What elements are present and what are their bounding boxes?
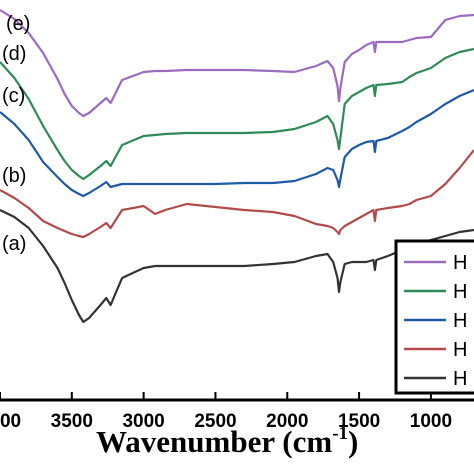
x-axis-title-exponent: -1 <box>332 423 348 444</box>
x-axis-title-close: ) <box>348 424 358 459</box>
x-axis-title: Wavenumber (cm-1) <box>96 423 358 459</box>
x-tick-label-5: 1500 <box>338 411 380 432</box>
series-labels: (e) (d) (c) (b) (a) <box>2 13 30 255</box>
x-tick-label-3: 2500 <box>194 411 236 432</box>
series-label-0: (e) <box>6 13 30 35</box>
legend-label-1: H <box>453 281 467 303</box>
legend-label-0: H <box>453 252 467 274</box>
legend-box <box>394 239 474 395</box>
x-tick-label-6: 1000 <box>410 411 452 432</box>
series-label-3: (b) <box>2 165 26 187</box>
series-line-3 <box>0 149 474 239</box>
x-tick-label-2: 3000 <box>122 411 164 432</box>
x-axis-title-main: Wavenumber (cm <box>96 424 332 459</box>
series-line-2 <box>0 88 474 198</box>
series-label-4: (a) <box>2 233 26 255</box>
plot-lines <box>0 9 474 324</box>
series-line-0 <box>0 9 474 118</box>
series-label-2: (c) <box>2 85 25 107</box>
legend-label-2: H <box>453 310 467 332</box>
x-tick-label-1: 3500 <box>51 411 93 432</box>
series-line-4 <box>0 209 474 324</box>
legend-label-3: H <box>453 339 467 361</box>
x-tick-label-0: 4000 <box>0 411 21 432</box>
x-tick-label-4: 2000 <box>266 411 308 432</box>
series-line-1 <box>0 47 474 181</box>
x-ticks: 4000 3500 3000 2500 2000 1500 1000 <box>0 392 452 432</box>
legend-label-4: H <box>453 368 467 390</box>
series-label-1: (d) <box>2 43 26 65</box>
